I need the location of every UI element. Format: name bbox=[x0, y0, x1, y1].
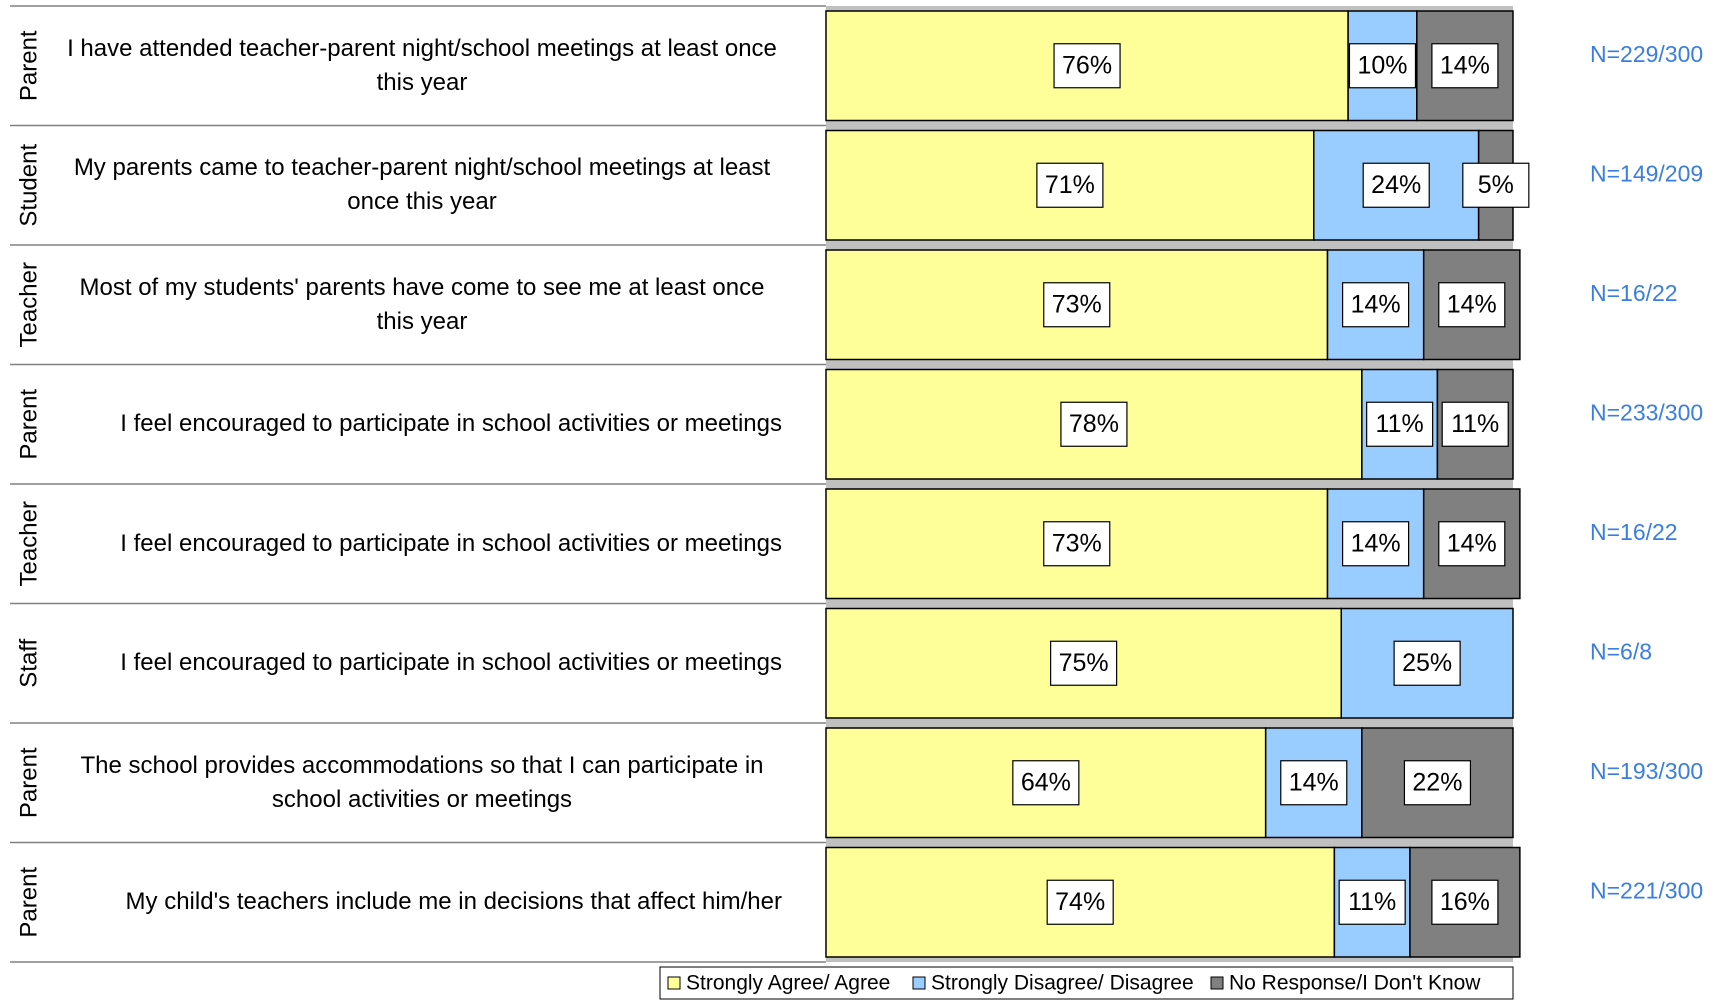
data-label-box bbox=[1341, 521, 1410, 567]
data-label-box bbox=[1348, 43, 1417, 89]
question-text: I have attended teacher-parent night/sch… bbox=[67, 34, 777, 96]
data-label: 14% bbox=[1447, 529, 1497, 557]
legend-swatch bbox=[667, 976, 681, 990]
n-label: N=229/300 bbox=[1590, 41, 1703, 67]
data-label: 14% bbox=[1351, 529, 1401, 557]
data-label: 71% bbox=[1045, 171, 1095, 199]
question-text: I feel encouraged to participate in scho… bbox=[120, 410, 782, 438]
data-label-box bbox=[1053, 43, 1121, 89]
data-label: 5% bbox=[1478, 171, 1514, 199]
question: I feel encouraged to participate in scho… bbox=[62, 365, 782, 485]
data-label: 75% bbox=[1059, 649, 1109, 677]
data-label-box bbox=[1431, 879, 1499, 925]
data-label: 10% bbox=[1357, 51, 1407, 79]
data-label-box bbox=[1043, 282, 1111, 328]
n-label: N=16/22 bbox=[1590, 519, 1678, 545]
data-label-box bbox=[1060, 401, 1128, 447]
data-label: 76% bbox=[1062, 51, 1112, 79]
data-label-box bbox=[1036, 162, 1104, 208]
data-label: 25% bbox=[1402, 649, 1452, 677]
data-label: 11% bbox=[1376, 410, 1424, 438]
n-label: N=193/300 bbox=[1590, 758, 1703, 784]
data-label-box bbox=[1366, 401, 1434, 447]
data-label: 14% bbox=[1440, 51, 1490, 79]
data-label-box bbox=[1338, 879, 1406, 925]
data-label-box bbox=[1438, 282, 1506, 328]
question: My child's teachers include me in decisi… bbox=[62, 843, 782, 963]
data-label: 11% bbox=[1451, 410, 1499, 438]
legend-swatch bbox=[912, 976, 926, 990]
question-text: I feel encouraged to participate in scho… bbox=[120, 649, 782, 677]
data-label-box bbox=[1341, 282, 1410, 328]
data-label-box bbox=[1046, 879, 1114, 925]
legend-label: No Response/I Don't Know bbox=[1229, 972, 1481, 995]
data-label: 24% bbox=[1371, 171, 1421, 199]
legend-label: Strongly Disagree/ Disagree bbox=[931, 972, 1194, 995]
data-label-box bbox=[1012, 760, 1080, 806]
data-label-box bbox=[1280, 760, 1348, 806]
question-text: Most of my students' parents have come t… bbox=[79, 273, 765, 335]
data-label-box bbox=[1441, 401, 1509, 447]
data-label-box bbox=[1393, 640, 1461, 686]
question: Most of my students' parents have come t… bbox=[62, 245, 782, 365]
data-label-box bbox=[1438, 521, 1506, 567]
data-label-box bbox=[1043, 521, 1111, 567]
group-label: Teacher bbox=[15, 501, 42, 586]
group-label: Teacher bbox=[15, 262, 42, 347]
question: I feel encouraged to participate in scho… bbox=[62, 484, 782, 604]
legend bbox=[659, 966, 1514, 1000]
data-label: 14% bbox=[1351, 290, 1401, 318]
question-text: My child's teachers include me in decisi… bbox=[125, 888, 782, 916]
data-label: 14% bbox=[1447, 290, 1497, 318]
data-label: 14% bbox=[1289, 768, 1339, 796]
question: I feel encouraged to participate in scho… bbox=[62, 604, 782, 724]
n-label: N=149/209 bbox=[1590, 161, 1703, 187]
question: I have attended teacher-parent night/sch… bbox=[62, 6, 782, 126]
data-label: 78% bbox=[1069, 410, 1119, 438]
question-text: I feel encouraged to participate in scho… bbox=[120, 529, 782, 557]
legend-label: Strongly Agree/ Agree bbox=[686, 972, 890, 995]
data-label-box bbox=[1431, 43, 1499, 89]
question: My parents came to teacher-parent night/… bbox=[62, 126, 782, 246]
data-label: 74% bbox=[1055, 888, 1105, 916]
question-text: My parents came to teacher-parent night/… bbox=[73, 154, 771, 216]
question-text: The school provides accommodations so th… bbox=[80, 751, 764, 813]
data-label-box bbox=[1462, 162, 1530, 208]
n-label: N=221/300 bbox=[1590, 878, 1703, 904]
data-label-box bbox=[1050, 640, 1118, 686]
data-label: 64% bbox=[1021, 768, 1071, 796]
data-label: 16% bbox=[1440, 888, 1490, 916]
data-label: 73% bbox=[1052, 290, 1102, 318]
n-label: N=6/8 bbox=[1590, 639, 1652, 665]
group-label: Parent bbox=[15, 389, 42, 460]
group-label: Student bbox=[15, 144, 42, 227]
group-label: Staff bbox=[15, 638, 42, 687]
group-label: Parent bbox=[15, 747, 42, 818]
data-label-box bbox=[1403, 760, 1472, 806]
data-label: 73% bbox=[1052, 529, 1102, 557]
data-label-box bbox=[1362, 162, 1430, 208]
data-label: 22% bbox=[1412, 768, 1462, 796]
data-label: 11% bbox=[1348, 888, 1396, 916]
n-label: N=233/300 bbox=[1590, 400, 1703, 426]
legend-swatch bbox=[1210, 976, 1224, 990]
group-label: Parent bbox=[15, 867, 42, 938]
n-label: N=16/22 bbox=[1590, 280, 1678, 306]
question: The school provides accommodations so th… bbox=[62, 723, 782, 843]
group-label: Parent bbox=[15, 30, 42, 101]
